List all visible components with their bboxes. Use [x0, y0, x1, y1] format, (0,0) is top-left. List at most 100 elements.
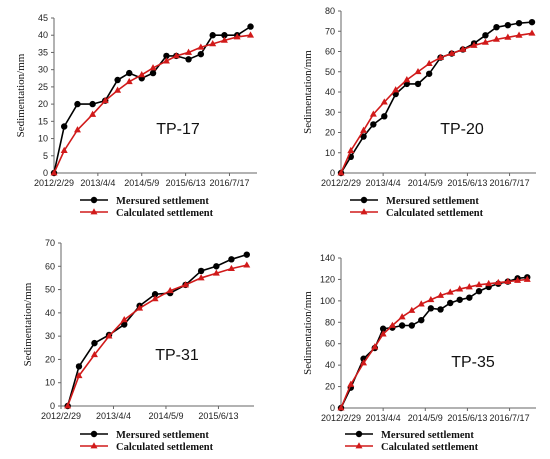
data-point-calculated — [162, 57, 170, 64]
y-tick-label: 20 — [45, 354, 55, 364]
data-point-calculated — [481, 38, 489, 45]
data-point-measured — [493, 24, 500, 31]
data-point-calculated — [425, 59, 433, 67]
data-point-calculated — [101, 96, 109, 104]
data-point-calculated — [347, 380, 355, 387]
y-tick-label: 30 — [325, 107, 335, 117]
data-point-measured — [197, 267, 205, 275]
data-point-calculated — [75, 371, 83, 379]
y-tick-label: 140 — [320, 253, 335, 263]
data-point-calculated — [50, 169, 58, 176]
data-point-calculated — [446, 288, 454, 295]
y-axis-label: Sedimentation/mm — [15, 53, 27, 137]
data-point-measured — [114, 76, 121, 84]
data-point-measured — [75, 363, 83, 370]
y-tick-label: 40 — [325, 87, 335, 97]
chart-panel-tp35: 0 20 40 60 80 100 120 140 2012/2/29 2013/4/4 2014/… — [302, 253, 536, 453]
legend-marker-measured — [355, 430, 363, 438]
legend-label: Mersured settlement — [116, 430, 209, 441]
x-tick-label: 2012/2/29 — [321, 178, 361, 188]
data-point-calculated — [166, 286, 174, 294]
panel-label: TP-20 — [440, 121, 484, 138]
data-point-measured — [243, 251, 250, 258]
data-point-measured — [398, 322, 406, 329]
data-point-calculated — [448, 49, 456, 56]
data-point-calculated — [427, 295, 435, 303]
data-point-measured — [427, 305, 435, 312]
x-tick-label: 2016/7/17 — [209, 178, 249, 188]
data-point-calculated — [485, 279, 493, 287]
data-point-measured — [89, 100, 96, 108]
data-point-calculated — [247, 31, 255, 38]
y-axis-label: Sedimentation/mm — [302, 50, 314, 134]
data-point-measured — [381, 113, 388, 120]
y-tick-label: 60 — [45, 261, 55, 271]
data-point-measured — [126, 69, 133, 77]
y-tick-label: 40 — [45, 308, 55, 318]
data-point-measured — [74, 100, 81, 108]
y-tick-label: 70 — [325, 26, 335, 36]
data-point-measured — [418, 316, 425, 324]
y-tick-label: 40 — [38, 30, 48, 40]
data-point-measured — [414, 80, 422, 88]
legend-label: Mersured settlement — [386, 196, 479, 207]
panel-label: TP-17 — [156, 121, 200, 138]
y-tick-label: 15 — [38, 116, 48, 126]
data-point-calculated — [398, 313, 406, 320]
data-point-calculated — [494, 278, 502, 286]
data-point-measured — [456, 296, 463, 303]
data-point-measured — [360, 133, 367, 140]
x-tick-label: 2016/7/17 — [490, 413, 530, 423]
data-point-calculated — [136, 304, 144, 311]
data-point-calculated — [197, 274, 205, 281]
data-point-measured — [213, 263, 220, 270]
y-tick-label: 20 — [38, 99, 48, 109]
y-tick-label: 45 — [38, 13, 48, 23]
series-line-measured — [66, 253, 248, 407]
data-point-measured — [408, 322, 415, 329]
y-tick-label: 30 — [45, 331, 55, 341]
y-tick-label: 0 — [330, 403, 335, 413]
data-point-calculated — [456, 285, 464, 292]
data-point-calculated — [114, 86, 122, 93]
panel-label: TP-35 — [451, 354, 495, 371]
data-point-calculated — [151, 295, 159, 302]
data-point-measured — [447, 299, 454, 307]
data-point-measured — [515, 19, 523, 27]
data-point-calculated — [337, 169, 345, 176]
x-tick-label: 2015/6/13 — [447, 178, 487, 188]
data-point-measured — [91, 339, 98, 347]
legend-marker-calculated — [355, 442, 363, 449]
y-tick-label: 35 — [38, 47, 48, 57]
legend-marker-measured — [360, 196, 368, 204]
data-point-calculated — [523, 275, 531, 282]
data-point-calculated — [360, 359, 368, 366]
data-point-measured — [228, 256, 235, 263]
y-tick-label: 80 — [325, 317, 335, 327]
data-point-calculated — [337, 404, 345, 411]
data-point-calculated — [125, 77, 133, 85]
data-point-calculated — [403, 76, 411, 83]
x-tick-label: 2014/5/9 — [408, 413, 443, 423]
data-point-calculated — [514, 276, 522, 283]
data-point-measured — [247, 23, 254, 30]
data-point-calculated — [459, 45, 467, 52]
data-point-calculated — [197, 43, 205, 50]
data-point-calculated — [504, 33, 512, 40]
y-tick-label: 50 — [325, 67, 335, 77]
x-tick-label: 2012/2/29 — [41, 411, 81, 421]
data-point-calculated — [379, 330, 387, 337]
legend-marker-measured — [90, 196, 98, 204]
series-line-calculated — [66, 264, 247, 407]
y-tick-label: 70 — [45, 238, 55, 248]
data-point-calculated — [360, 126, 368, 133]
y-tick-label: 0 — [50, 401, 55, 411]
x-tick-label: 2016/7/17 — [490, 178, 530, 188]
data-point-measured — [475, 288, 483, 295]
y-tick-label: 10 — [38, 134, 48, 144]
data-point-calculated — [347, 146, 355, 154]
y-tick-label: 30 — [38, 65, 48, 75]
data-point-measured — [370, 121, 377, 128]
data-point-measured — [163, 52, 170, 60]
